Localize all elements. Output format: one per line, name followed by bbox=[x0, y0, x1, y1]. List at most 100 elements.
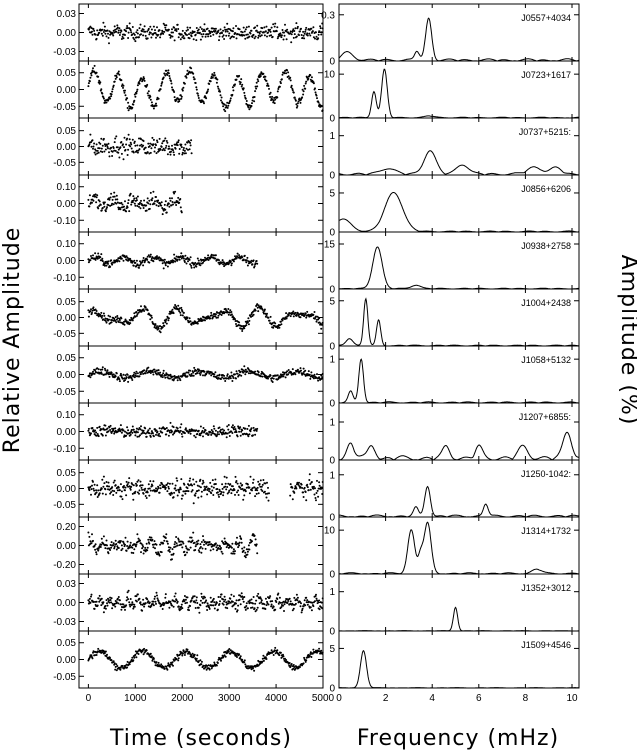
y-tick-label: -0.10 bbox=[53, 216, 76, 227]
data-point bbox=[190, 35, 193, 38]
data-point bbox=[101, 260, 104, 263]
data-point bbox=[266, 492, 269, 495]
data-point bbox=[90, 432, 92, 435]
data-point bbox=[302, 605, 305, 608]
data-point bbox=[196, 372, 199, 374]
data-point bbox=[102, 97, 105, 100]
data-point bbox=[149, 253, 152, 256]
data-point bbox=[90, 141, 92, 144]
data-point bbox=[250, 261, 252, 264]
data-point bbox=[112, 481, 115, 484]
data-point bbox=[132, 428, 135, 431]
data-point bbox=[185, 147, 188, 150]
data-point bbox=[87, 309, 90, 312]
data-point bbox=[125, 480, 128, 483]
data-point bbox=[210, 374, 213, 377]
data-point bbox=[130, 377, 133, 380]
data-point bbox=[110, 432, 113, 434]
data-point bbox=[221, 261, 224, 264]
data-point bbox=[260, 601, 263, 604]
data-point bbox=[214, 478, 217, 481]
data-point bbox=[247, 260, 250, 263]
data-point bbox=[184, 143, 187, 146]
data-point bbox=[233, 552, 236, 555]
data-point bbox=[173, 26, 176, 29]
data-point bbox=[203, 28, 205, 31]
data-point bbox=[195, 596, 198, 599]
data-point bbox=[303, 599, 306, 602]
data-point bbox=[178, 201, 181, 204]
data-point bbox=[207, 664, 210, 667]
data-point bbox=[89, 310, 92, 313]
data-point bbox=[191, 652, 194, 655]
data-point bbox=[306, 486, 309, 489]
data-point bbox=[95, 71, 98, 74]
data-point bbox=[312, 26, 315, 29]
data-point bbox=[132, 498, 135, 501]
data-point bbox=[151, 432, 154, 435]
data-point bbox=[92, 147, 94, 150]
data-point bbox=[155, 36, 157, 39]
data-point bbox=[139, 371, 141, 374]
data-point bbox=[223, 38, 226, 40]
data-point bbox=[117, 596, 120, 598]
data-point bbox=[88, 80, 91, 83]
data-point bbox=[149, 652, 152, 655]
data-point bbox=[158, 137, 161, 140]
data-point bbox=[132, 552, 135, 554]
data-point bbox=[104, 488, 107, 491]
data-point bbox=[175, 477, 178, 480]
data-point bbox=[87, 531, 90, 534]
data-point bbox=[101, 207, 104, 209]
data-point bbox=[277, 88, 280, 90]
data-point bbox=[154, 547, 156, 550]
data-point bbox=[193, 541, 196, 544]
data-point bbox=[112, 203, 115, 206]
data-point bbox=[245, 486, 248, 489]
data-point bbox=[99, 203, 102, 206]
data-point bbox=[135, 427, 138, 430]
data-point bbox=[148, 152, 151, 155]
data-point bbox=[128, 210, 131, 213]
data-point bbox=[301, 96, 304, 99]
data-point bbox=[131, 106, 134, 109]
data-point bbox=[124, 148, 127, 151]
data-point bbox=[304, 28, 307, 31]
data-point bbox=[175, 255, 178, 258]
data-point bbox=[224, 655, 227, 658]
data-point bbox=[254, 433, 257, 436]
data-point bbox=[115, 30, 118, 33]
data-point bbox=[94, 548, 97, 551]
data-point bbox=[152, 480, 155, 483]
data-point bbox=[200, 595, 203, 598]
data-point bbox=[113, 31, 116, 34]
data-point bbox=[133, 38, 136, 41]
y-tick-label: 0.05 bbox=[57, 68, 77, 79]
data-point bbox=[151, 659, 154, 662]
data-point bbox=[127, 429, 130, 432]
data-point bbox=[250, 105, 253, 107]
data-point bbox=[125, 494, 128, 497]
data-point bbox=[241, 658, 244, 661]
data-point bbox=[314, 595, 317, 598]
data-point bbox=[258, 660, 261, 663]
data-point bbox=[165, 144, 168, 147]
data-point bbox=[122, 603, 125, 606]
data-point bbox=[141, 484, 144, 487]
data-point bbox=[222, 598, 225, 601]
data-point bbox=[243, 30, 246, 33]
data-point bbox=[177, 141, 180, 144]
data-point bbox=[90, 255, 92, 257]
star-label: J1314+1732 bbox=[521, 526, 571, 536]
data-point bbox=[117, 29, 120, 32]
data-point bbox=[312, 485, 315, 488]
data-point bbox=[122, 37, 125, 40]
data-point bbox=[221, 376, 224, 379]
data-point bbox=[216, 491, 219, 494]
data-point bbox=[149, 98, 152, 101]
data-point bbox=[263, 490, 266, 493]
data-point bbox=[93, 483, 96, 486]
data-point bbox=[234, 607, 237, 610]
data-point bbox=[293, 96, 296, 99]
data-point bbox=[141, 544, 144, 547]
